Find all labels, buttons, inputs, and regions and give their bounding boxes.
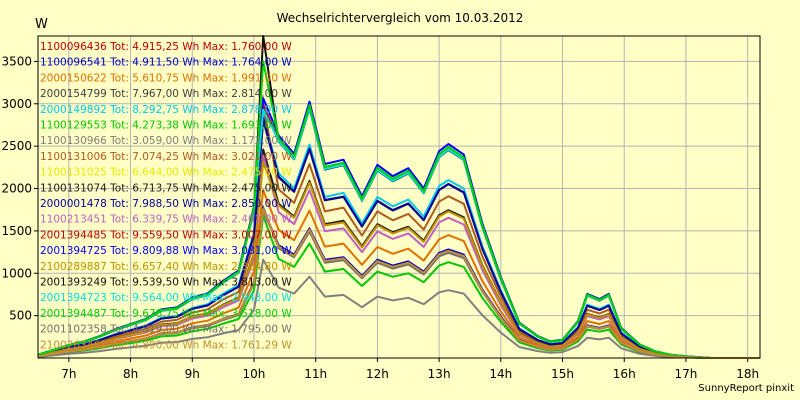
series-line-14 [37, 161, 760, 359]
legend-entry-12: 2001394485 Tot: 9.559,50 Wh Max: 3.007,0… [40, 229, 292, 241]
legend-entry-7: 1100131006 Tot: 7.074,25 Wh Max: 3.021,0… [40, 151, 292, 163]
series-line-10 [37, 116, 760, 359]
series-line-5 [37, 214, 760, 359]
y-tick-label-3: 2000 [1, 182, 32, 196]
series-line-2 [37, 189, 760, 359]
x-tick-label-6: 13h [428, 367, 451, 381]
y-axis-unit: W [35, 17, 48, 32]
y-tick-label-0: 500 [9, 309, 32, 323]
y-tick-label-5: 3000 [1, 97, 32, 111]
legend-entry-5: 1100129553 Tot: 4.273,38 Wh Max: 1.693,0… [40, 120, 292, 132]
legend-entry-0: 1100096436 Tot: 4.915,25 Wh Max: 1.760,0… [40, 41, 292, 53]
legend-entry-14: 2100289887 Tot: 6.657,40 Wh Max: 2.324,8… [40, 261, 292, 273]
legend-entry-15: 2001393249 Tot: 9.539,50 Wh Max: 3.813,0… [40, 277, 292, 289]
plot-frame [37, 35, 761, 359]
x-tick-label-9: 16h [613, 367, 636, 381]
x-tick-label-8: 15h [551, 367, 574, 381]
legend-entry-19: 2100263461 Tot: 4.890,00 Wh Max: 1.761,2… [40, 339, 292, 351]
legend-entry-4: 2000149892 Tot: 8.292,75 Wh Max: 2.878,0… [40, 104, 292, 116]
chart-title: Wechselrichtervergleich vom 10.03.2012 [276, 11, 524, 25]
y-tick-label-2: 1500 [1, 224, 32, 238]
legend-entry-6: 1100130966 Tot: 3.059,00 Wh Max: 1.172,0… [40, 135, 292, 147]
legend-entry-18: 2001102358 Tot: 4.819,00 Wh Max: 1.795,0… [40, 324, 292, 336]
legend-entry-3: 2000154799 Tot: 7.967,00 Wh Max: 2.814,0… [40, 88, 292, 100]
x-tick-label-1: 8h [123, 367, 138, 381]
y-tick-label-6: 3500 [1, 54, 32, 68]
legend-entry-17: 2001394487 Tot: 9.676,75 Wh Max: 3.518,0… [40, 308, 292, 320]
series-line-6 [37, 258, 760, 359]
x-tick-label-7: 14h [489, 367, 512, 381]
legend-entry-9: 1100131074 Tot: 6.713,75 Wh Max: 2.475,0… [40, 182, 292, 194]
series-line-19 [37, 208, 760, 359]
series-line-7 [37, 102, 760, 359]
legend-entry-11: 1100213451 Tot: 6.339,75 Wh Max: 2.401,0… [40, 214, 292, 226]
series-line-17 [37, 60, 760, 359]
plot-area [38, 36, 760, 358]
legend-entry-13: 2001394725 Tot: 9.809,88 Wh Max: 3.081,0… [40, 245, 292, 257]
x-tick-label-0: 7h [61, 367, 76, 381]
legend-entry-1: 1100096541 Tot: 4.911,50 Wh Max: 1.764,0… [40, 57, 292, 69]
x-tick-label-5: 12h [366, 367, 389, 381]
footer-credit: SunnyReport pinxit [698, 383, 794, 394]
x-tick-label-3: 10h [243, 367, 266, 381]
x-tick-label-10: 17h [675, 367, 698, 381]
y-tick-label-1: 1000 [1, 266, 32, 280]
x-tick-label-11: 18h [736, 367, 759, 381]
x-tick-label-4: 11h [304, 367, 327, 381]
x-tick-label-2: 9h [185, 367, 200, 381]
legend-entry-16: 2001394723 Tot: 9.564,00 Wh Max: 2.943,0… [40, 292, 292, 304]
legend-entry-8: 1100131025 Tot: 6.644,00 Wh Max: 2.475,0… [40, 167, 292, 179]
legend-entry-10: 2000001478 Tot: 7.988,50 Wh Max: 2.850,0… [40, 198, 292, 210]
legend-entry-2: 2000150622 Tot: 5.610,75 Wh Max: 1.991,0… [40, 72, 292, 84]
y-tick-label-4: 2500 [1, 139, 32, 153]
